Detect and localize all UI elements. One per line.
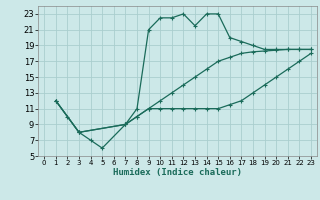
X-axis label: Humidex (Indice chaleur): Humidex (Indice chaleur): [113, 168, 242, 177]
